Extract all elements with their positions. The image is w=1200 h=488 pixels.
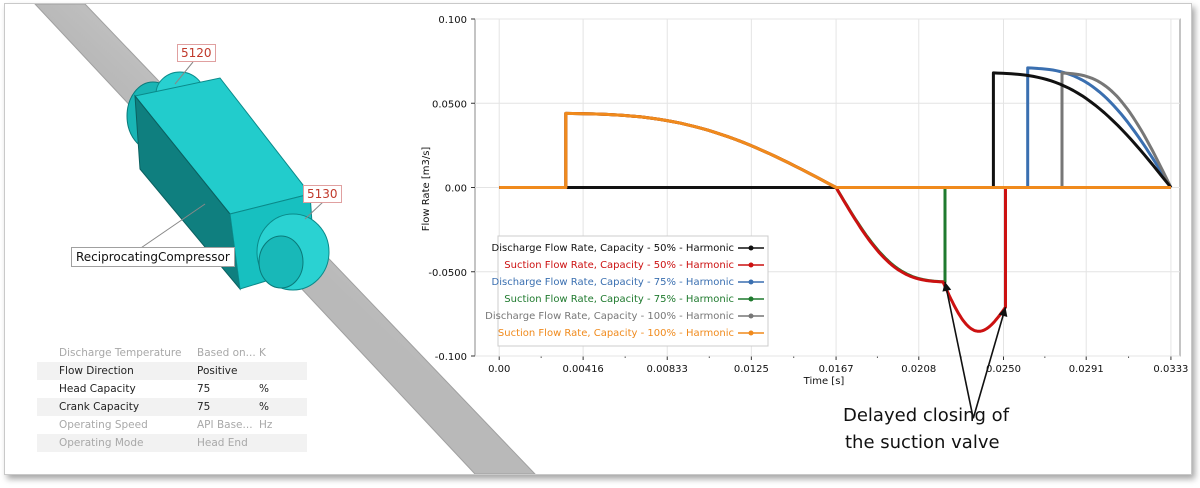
legend-marker bbox=[748, 296, 754, 302]
annotation-arrow bbox=[972, 306, 1007, 419]
y-tick-label: 0.0500 bbox=[432, 99, 467, 110]
property-name: Head Capacity bbox=[59, 383, 136, 395]
legend-marker bbox=[748, 330, 754, 336]
legend-marker bbox=[748, 279, 754, 285]
property-value[interactable]: Positive bbox=[197, 365, 238, 377]
property-unit: % bbox=[259, 383, 269, 395]
x-tick-label: 0.0250 bbox=[986, 364, 1021, 375]
property-unit: K bbox=[259, 347, 266, 359]
y-axis-label: Flow Rate [m3/s] bbox=[421, 147, 432, 232]
legend-label: Discharge Flow Rate, Capacity - 100% - H… bbox=[485, 311, 734, 322]
y-tick-label: -0.100 bbox=[435, 352, 467, 363]
x-tick-label: 0.0125 bbox=[734, 364, 769, 375]
legend-label: Suction Flow Rate, Capacity - 50% - Harm… bbox=[504, 260, 734, 271]
property-value[interactable]: Head End bbox=[197, 437, 248, 449]
property-unit: % bbox=[259, 401, 269, 413]
property-name: Operating Mode bbox=[59, 437, 144, 449]
series-line bbox=[499, 66, 1173, 189]
y-tick-label: -0.0500 bbox=[428, 268, 467, 279]
x-tick-label: 0.00416 bbox=[562, 364, 603, 375]
x-tick-label: 0.00 bbox=[488, 364, 510, 375]
property-value[interactable]: 75 bbox=[197, 383, 211, 395]
component-label[interactable]: ReciprocatingCompressor bbox=[71, 247, 235, 267]
legend-label: Discharge Flow Rate, Capacity - 75% - Ha… bbox=[492, 277, 734, 288]
legend-label: Suction Flow Rate, Capacity - 75% - Harm… bbox=[504, 294, 734, 305]
x-tick-label: 0.0291 bbox=[1069, 364, 1104, 375]
property-row[interactable]: Head Capacity 75% bbox=[37, 380, 307, 398]
figure-frame: 5120 5130 ReciprocatingCompressor Discha… bbox=[4, 3, 1192, 475]
property-value[interactable]: 75 bbox=[197, 401, 211, 413]
property-name: Crank Capacity bbox=[59, 401, 140, 413]
property-row[interactable]: Flow Direction Positive bbox=[37, 362, 307, 380]
x-tick-label: 0.0333 bbox=[1153, 364, 1188, 375]
legend-marker bbox=[748, 262, 754, 268]
x-tick-label: 0.0208 bbox=[901, 364, 936, 375]
x-tick-label: 0.00833 bbox=[647, 364, 688, 375]
series-line bbox=[499, 71, 1173, 189]
x-tick-label: 0.0167 bbox=[819, 364, 854, 375]
property-name: Flow Direction bbox=[59, 365, 134, 377]
annotation-arrow bbox=[944, 281, 975, 419]
property-name: Discharge Temperature bbox=[59, 347, 182, 359]
legend-box bbox=[497, 235, 769, 347]
series-line bbox=[499, 111, 1171, 189]
y-tick-label: 0.100 bbox=[438, 15, 467, 26]
annotation-line-2: the suction valve bbox=[845, 432, 1000, 453]
node-label-5130[interactable]: 5130 bbox=[303, 185, 342, 203]
legend-marker bbox=[748, 313, 754, 319]
flow-rate-chart: Flow Rate [m3/s] Time [s] 0.00 0.00416 0.0… bbox=[421, 15, 1188, 419]
property-name: Operating Speed bbox=[59, 419, 148, 431]
y-tick-label: 0.00 bbox=[445, 184, 467, 195]
property-value[interactable]: Based on... bbox=[197, 347, 256, 359]
node-label-5120[interactable]: 5120 bbox=[177, 44, 216, 62]
legend-label: Discharge Flow Rate, Capacity - 50% - Ha… bbox=[492, 243, 734, 254]
series-line bbox=[499, 71, 1173, 189]
property-unit: Hz bbox=[259, 419, 273, 431]
annotation-arrowhead bbox=[942, 281, 952, 292]
property-row[interactable]: Crank Capacity 75% bbox=[37, 398, 307, 416]
delayed-closing-annotation: Delayed closing of the suction valve bbox=[843, 402, 1009, 456]
property-row[interactable]: Discharge Temperature Based on... K bbox=[37, 344, 307, 362]
model-view[interactable] bbox=[5, 4, 565, 474]
annotation-line-1: Delayed closing of bbox=[843, 405, 1010, 426]
property-row[interactable]: Operating Mode Head End bbox=[37, 434, 307, 452]
legend-marker bbox=[748, 245, 754, 251]
property-value[interactable]: API Base... bbox=[197, 419, 253, 431]
x-axis-label: Time [s] bbox=[803, 376, 845, 387]
annotation-arrowhead bbox=[998, 307, 1008, 318]
legend-label: Suction Flow Rate, Capacity - 100% - Har… bbox=[498, 328, 734, 339]
property-row[interactable]: Operating Speed API Base... Hz bbox=[37, 416, 307, 434]
property-grid: Discharge Temperature Based on... K Flow Di… bbox=[37, 336, 307, 466]
